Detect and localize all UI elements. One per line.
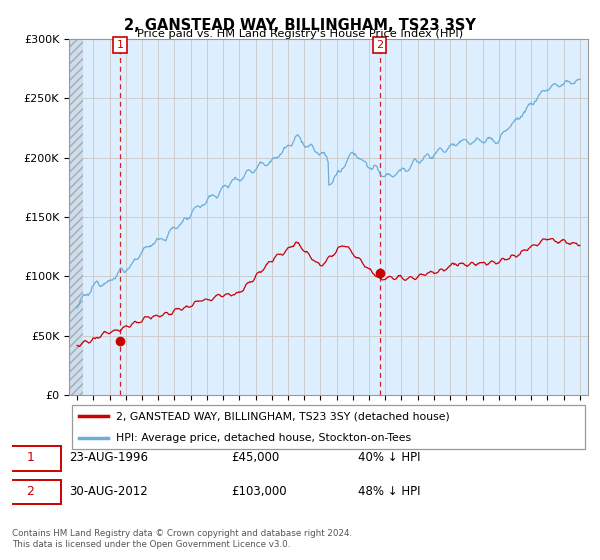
Text: 2, GANSTEAD WAY, BILLINGHAM, TS23 3SY: 2, GANSTEAD WAY, BILLINGHAM, TS23 3SY <box>124 18 476 33</box>
Text: £45,000: £45,000 <box>231 451 279 464</box>
Text: 2: 2 <box>26 484 34 498</box>
Text: Contains HM Land Registry data © Crown copyright and database right 2024.
This d: Contains HM Land Registry data © Crown c… <box>12 529 352 549</box>
Text: £103,000: £103,000 <box>231 484 287 498</box>
Bar <box>69 39 83 395</box>
Text: 2, GANSTEAD WAY, BILLINGHAM, TS23 3SY (detached house): 2, GANSTEAD WAY, BILLINGHAM, TS23 3SY (d… <box>116 411 449 421</box>
Text: 23-AUG-1996: 23-AUG-1996 <box>70 451 149 464</box>
Text: 1: 1 <box>116 40 124 50</box>
Text: 2: 2 <box>376 40 383 50</box>
Text: HPI: Average price, detached house, Stockton-on-Tees: HPI: Average price, detached house, Stoc… <box>116 433 411 444</box>
FancyBboxPatch shape <box>71 405 586 449</box>
FancyBboxPatch shape <box>1 446 61 471</box>
FancyBboxPatch shape <box>1 479 61 505</box>
Text: 30-AUG-2012: 30-AUG-2012 <box>70 484 148 498</box>
Text: 1: 1 <box>26 451 34 464</box>
Text: 40% ↓ HPI: 40% ↓ HPI <box>358 451 420 464</box>
Text: 48% ↓ HPI: 48% ↓ HPI <box>358 484 420 498</box>
Text: Price paid vs. HM Land Registry's House Price Index (HPI): Price paid vs. HM Land Registry's House … <box>137 29 463 39</box>
